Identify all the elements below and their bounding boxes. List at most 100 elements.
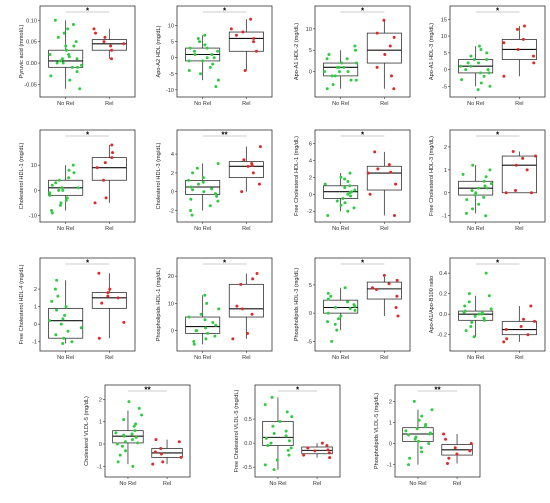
data-point-no-rel	[484, 175, 488, 179]
data-point-no-rel	[339, 175, 343, 179]
data-point-no-rel	[134, 422, 138, 426]
data-point-no-rel	[354, 61, 358, 65]
data-point-rel	[110, 156, 114, 160]
data-point-no-rel	[201, 59, 205, 63]
data-point-no-rel	[50, 211, 54, 215]
data-point-rel	[328, 456, 332, 460]
data-point-no-rel	[191, 171, 195, 175]
data-point-no-rel	[337, 65, 341, 69]
data-point-no-rel	[58, 203, 62, 207]
data-point-no-rel	[407, 463, 411, 467]
data-point-rel	[242, 158, 246, 162]
data-point-no-rel	[428, 432, 432, 436]
data-point-no-rel	[269, 441, 273, 445]
significance-label: *	[223, 259, 227, 268]
data-point-rel	[258, 145, 262, 149]
y-axis-label: Phospholipids HDL-3 (mg/dL)	[294, 268, 300, 342]
data-point-rel	[94, 31, 98, 35]
data-point-no-rel	[203, 293, 207, 297]
data-point-no-rel	[61, 317, 65, 321]
data-point-rel	[444, 437, 448, 441]
panel-frame	[314, 257, 411, 352]
y-axis-label: Apo-A2 HDL (mg/dL)	[156, 25, 162, 77]
data-point-rel	[240, 307, 244, 311]
data-point-rel	[153, 450, 157, 454]
y-tick-label: 5	[309, 48, 312, 54]
y-tick-label: 15	[441, 17, 447, 23]
data-point-rel	[502, 340, 506, 344]
data-point-no-rel	[134, 435, 138, 439]
panel-frame	[176, 129, 273, 223]
data-point-no-rel	[471, 207, 475, 211]
data-point-no-rel	[467, 292, 471, 296]
y-tick-label: 20	[168, 274, 174, 280]
data-point-no-rel	[47, 319, 51, 323]
data-point-no-rel	[325, 87, 329, 91]
data-point-no-rel	[203, 43, 207, 47]
data-point-no-rel	[187, 178, 191, 182]
x-tick-label: No Rel	[269, 481, 286, 487]
data-point-rel	[93, 201, 97, 205]
data-point-no-rel	[290, 415, 294, 419]
data-point-no-rel	[343, 177, 347, 181]
y-tick-label: 6	[309, 141, 312, 147]
data-point-no-rel	[201, 176, 205, 180]
significance-label: *	[361, 7, 365, 16]
data-point-no-rel	[339, 203, 343, 207]
data-point-no-rel	[337, 70, 341, 74]
data-point-no-rel	[214, 323, 218, 327]
box-iqr	[501, 155, 537, 194]
y-axis-label: Apo-A1 HDL-2 (mg/dL)	[294, 23, 300, 80]
data-point-no-rel	[330, 74, 334, 78]
data-point-no-rel	[204, 326, 208, 330]
data-point-no-rel	[53, 18, 57, 22]
data-point-rel	[159, 446, 163, 450]
data-point-no-rel	[263, 403, 267, 407]
data-point-rel	[521, 37, 525, 41]
data-point-no-rel	[208, 65, 212, 69]
data-point-no-rel	[412, 399, 416, 403]
data-point-no-rel	[289, 446, 293, 450]
data-point-no-rel	[335, 328, 339, 332]
data-point-rel	[243, 69, 247, 73]
data-point-no-rel	[486, 68, 490, 72]
y-tick-label: 2	[444, 145, 447, 151]
x-tick-label: No Rel	[57, 101, 74, 107]
data-point-rel	[320, 441, 324, 445]
data-point-no-rel	[326, 320, 330, 324]
data-point-rel	[388, 44, 392, 48]
boxplot-panel: * 10 5 0 Apo-A1 HDL-2 (mg/dL) No Rel Rel	[294, 5, 411, 107]
data-point-no-rel	[65, 196, 69, 200]
data-point-no-rel	[323, 182, 327, 186]
data-point-rel	[102, 178, 106, 182]
boxplot-panel: ** 2 1 0 -1 Cholesterol VLDL-5 (mg/dL) No Rel R…	[84, 384, 191, 487]
boxplot-panel: ** 4 2 0 -2 Cholesterol HDL-3 (mg/dL) No Rel Re…	[156, 129, 273, 232]
data-point-rel	[531, 54, 535, 58]
boxplot-panel: * 2 1 0 -1 Free Cholesterol HDL-3 (mg/dL) No R…	[429, 129, 546, 232]
panel-frame	[314, 5, 411, 98]
panel-frame	[176, 257, 273, 352]
data-point-no-rel	[48, 191, 52, 195]
y-tick-label: 1	[99, 420, 102, 426]
data-point-no-rel	[58, 59, 62, 63]
data-point-rel	[396, 314, 400, 318]
data-point-rel	[534, 154, 538, 158]
data-point-no-rel	[485, 58, 489, 62]
data-point-no-rel	[467, 300, 471, 304]
data-point-rel	[116, 296, 120, 300]
y-tick-label: -10	[29, 213, 37, 219]
data-point-rel	[366, 171, 370, 175]
data-point-no-rel	[263, 463, 267, 467]
data-point-no-rel	[353, 308, 357, 312]
data-point-no-rel	[482, 318, 486, 322]
boxplot-panel: * 5 0 -5 Phospholipids HDL-3 (mg/dL) No Rel Re…	[294, 257, 411, 361]
x-tick-label: No Rel	[467, 226, 484, 232]
data-point-no-rel	[271, 424, 275, 428]
y-axis-label: Cholesterol HDL-1 (mg/dL)	[19, 142, 25, 209]
significance-label: *	[86, 131, 90, 140]
data-point-rel	[92, 27, 96, 31]
data-point-no-rel	[333, 322, 337, 326]
data-point-no-rel	[461, 172, 465, 176]
data-point-no-rel	[189, 197, 193, 201]
data-point-no-rel	[188, 46, 192, 50]
